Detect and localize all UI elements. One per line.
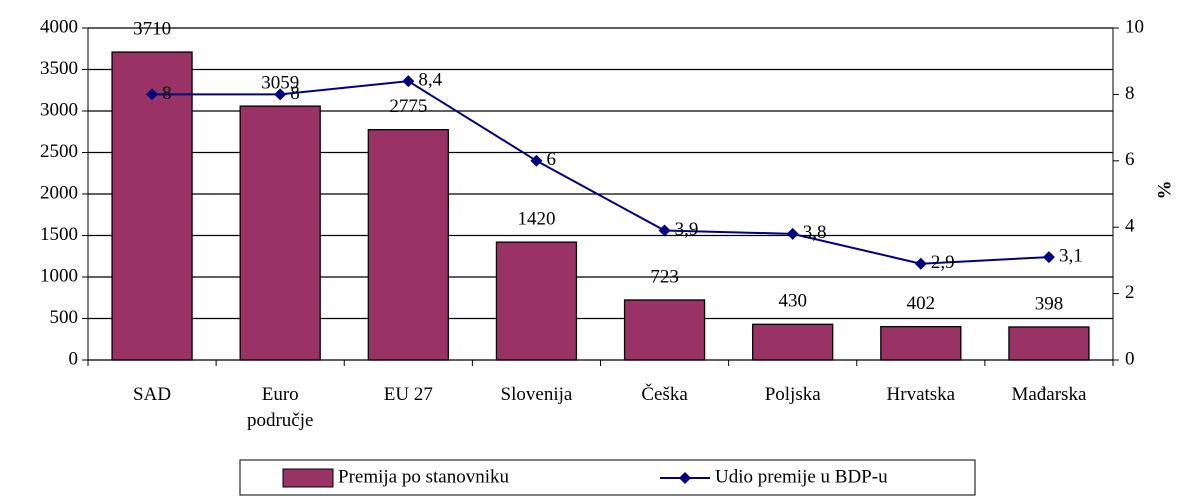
bar-value-label: 1420 — [517, 208, 555, 229]
line-value-label: 2,9 — [931, 252, 955, 273]
line-value-label: 8 — [290, 83, 300, 104]
y2-tick-label: 8 — [1125, 83, 1135, 104]
y2-axis-label: % — [1154, 181, 1175, 200]
bar-value-label: 3710 — [133, 18, 171, 39]
line — [152, 80, 1049, 265]
x-tick-label: SAD — [133, 384, 172, 405]
line-marker — [402, 75, 415, 88]
legend-label: Premija po stanovniku — [338, 466, 509, 487]
bar-value-label: 3059 — [261, 72, 299, 93]
line-marker — [146, 88, 159, 101]
bar-value-label: 723 — [650, 266, 679, 287]
y-tick-label: 0 — [69, 348, 79, 369]
line-marker — [530, 154, 543, 167]
line-value-label: 3,8 — [803, 222, 827, 243]
y-tick-label: 1000 — [40, 265, 78, 286]
line-marker — [658, 224, 671, 237]
line-value-label: 3,1 — [1059, 245, 1083, 266]
bar-value-label: 2775 — [389, 96, 427, 117]
x-tick-label: Slovenija — [500, 384, 573, 405]
line-value-label: 3,9 — [675, 219, 699, 240]
x-tick-label: Hrvatska — [886, 384, 956, 405]
y2-tick-label: 6 — [1125, 149, 1135, 170]
bar-value-label: 430 — [778, 291, 807, 312]
legend-marker — [679, 472, 691, 484]
y-tick-label: 2500 — [40, 141, 78, 162]
y-tick-label: 500 — [50, 307, 79, 328]
line-marker — [914, 257, 927, 270]
y2-tick-label: 10 — [1125, 16, 1144, 37]
bar — [623, 299, 706, 361]
legend-label: Udio premije u BDP-u — [715, 466, 888, 487]
bar-value-label: 398 — [1035, 293, 1064, 314]
line-value-label: 6 — [546, 149, 556, 170]
y-tick-label: 2000 — [40, 182, 78, 203]
x-tick-label: Poljska — [764, 384, 821, 405]
bar — [752, 323, 834, 361]
bar — [367, 129, 449, 361]
bar — [1008, 326, 1090, 361]
y-tick-label: 3500 — [40, 58, 78, 79]
y2-tick-label: 2 — [1125, 282, 1135, 303]
line-marker — [1042, 251, 1055, 264]
y-tick-label: 3000 — [40, 99, 78, 120]
y-tick-label: 1500 — [40, 224, 78, 245]
bar — [880, 325, 962, 361]
legend-swatch — [282, 468, 334, 488]
x-tick-label: Češka — [641, 384, 688, 405]
line-marker — [274, 88, 287, 101]
x-tick-label: Euro područje — [246, 384, 314, 431]
bar — [239, 105, 321, 361]
line-value-label: 8 — [162, 83, 172, 104]
y-tick-label: 4000 — [40, 16, 78, 37]
x-tick-label: EU 27 — [383, 384, 433, 405]
bar — [495, 241, 578, 361]
bar — [111, 51, 193, 361]
bar-value-label: 402 — [907, 293, 936, 314]
legend-box — [239, 459, 976, 496]
x-tick-label: Mađarska — [1011, 384, 1087, 405]
line-marker — [786, 227, 799, 240]
y2-tick-label: 4 — [1125, 216, 1135, 237]
y2-tick-label: 0 — [1125, 348, 1135, 369]
line-value-label: 8,4 — [418, 69, 442, 90]
